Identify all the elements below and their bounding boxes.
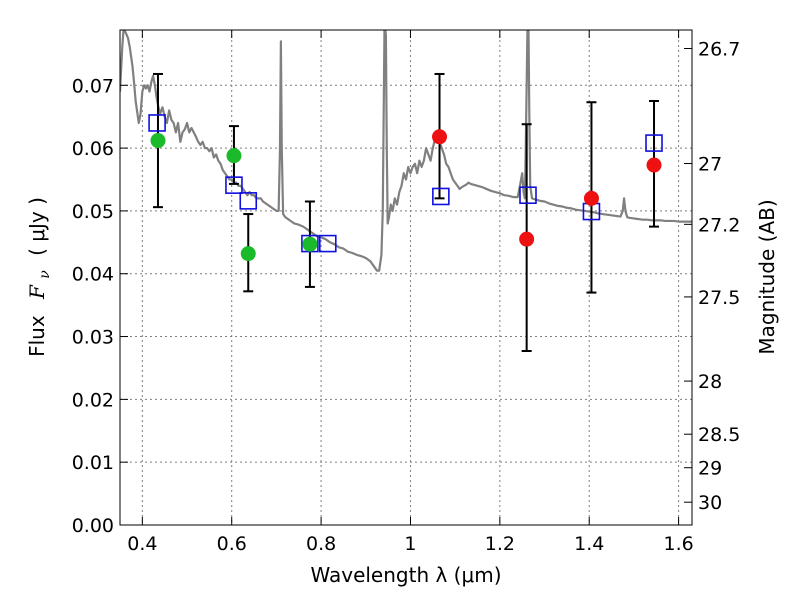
- red-circle-marker: [432, 129, 448, 145]
- magnitude-tick-label: 28.5: [698, 424, 740, 446]
- y-tick-label: 0.05: [72, 201, 114, 223]
- magnitude-axis-ticks: 26.7 27 27.2 27.5 28 28.5 29 30: [684, 38, 740, 514]
- y-axis-ticks: 0.00 0.01 0.02 0.03 0.04 0.05 0.06 0.07: [72, 75, 128, 537]
- red-circle-marker: [646, 157, 662, 173]
- x-tick-label: 1.6: [663, 533, 693, 555]
- green-circle-marker: [302, 236, 318, 252]
- magnitude-tick-label: 27.2: [698, 214, 740, 236]
- y-axis-label-sub: ν: [37, 270, 53, 279]
- square-marker: [519, 186, 537, 205]
- magnitude-tick-label: 27.5: [698, 287, 740, 309]
- model-spectrum-line: [120, 30, 692, 272]
- circle-markers: [150, 129, 662, 262]
- square-marker: [239, 192, 258, 210]
- y-axis-label: Flux F ν ( μJy ): [25, 197, 54, 357]
- plot-frame: [119, 29, 693, 526]
- green-circle-marker: [226, 148, 242, 164]
- grid: [120, 30, 692, 525]
- x-tick-label: 0.8: [306, 533, 336, 555]
- x-tick-label: 0.4: [127, 533, 157, 555]
- y-tick-label: 0.07: [72, 75, 114, 97]
- y-axis-label-prefix: Flux: [25, 315, 49, 357]
- magnitude-tick-label: 27: [698, 154, 722, 176]
- square-marker: [432, 187, 450, 206]
- y-tick-label: 0.04: [72, 264, 114, 286]
- magnitude-axis-label: Magnitude (AB): [755, 199, 779, 354]
- x-tick-label: 1.2: [485, 533, 515, 555]
- magnitude-tick-label: 26.7: [698, 38, 740, 60]
- square-marker: [225, 176, 243, 194]
- green-circle-marker: [150, 133, 166, 149]
- square-markers: [148, 114, 663, 253]
- square-marker: [148, 114, 166, 132]
- y-tick-label: 0.00: [72, 515, 114, 537]
- x-tick-label: 1: [404, 533, 416, 555]
- plot-background: [120, 30, 692, 525]
- y-tick-label: 0.02: [72, 389, 114, 411]
- square-marker: [318, 234, 337, 253]
- magnitude-tick-label: 29: [698, 458, 722, 480]
- model-spectrum: [120, 30, 692, 272]
- red-circle-marker: [519, 231, 535, 247]
- y-tick-label: 0.01: [72, 452, 114, 474]
- y-tick-label: 0.06: [72, 138, 114, 160]
- y-tick-label: 0.03: [72, 327, 114, 349]
- x-tick-label: 0.6: [217, 533, 247, 555]
- y-axis-label-unit: ( μJy ): [25, 197, 49, 256]
- green-circle-marker: [240, 246, 256, 262]
- square-marker: [645, 134, 663, 152]
- x-axis-ticks: 0.4 0.6 0.8 1 1.2 1.4 1.6: [127, 30, 694, 555]
- red-circle-marker: [583, 190, 599, 206]
- x-axis-label: Wavelength λ (μm): [310, 563, 501, 587]
- y-axis-label-var: F: [25, 284, 49, 300]
- magnitude-tick-label: 28: [698, 371, 722, 393]
- x-tick-label: 1.4: [574, 533, 604, 555]
- magnitude-tick-label: 30: [698, 492, 722, 514]
